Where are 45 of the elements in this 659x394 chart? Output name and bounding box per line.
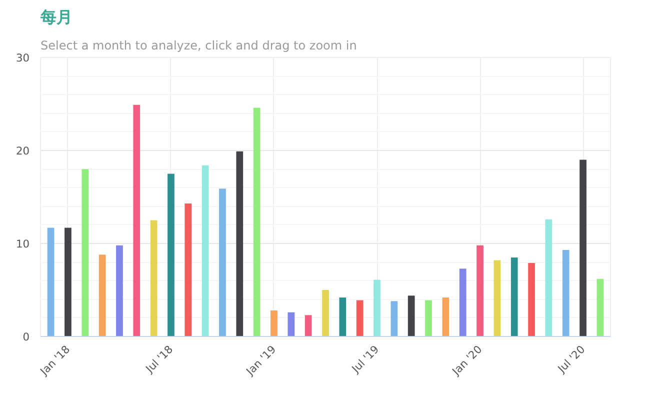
x-tick-label: Jan '18 — [36, 342, 73, 378]
bar — [374, 280, 380, 336]
bar — [253, 108, 260, 336]
y-tick-label: 30 — [16, 52, 30, 64]
bar — [168, 174, 174, 336]
bar — [64, 228, 72, 336]
bar — [390, 301, 398, 336]
bar — [82, 169, 89, 336]
x-tick-label: Jul '19 — [348, 342, 382, 376]
bar — [219, 188, 226, 336]
bar — [270, 310, 278, 336]
bar — [510, 257, 518, 336]
bar — [459, 268, 466, 336]
bar — [580, 160, 586, 336]
y-tick-label: 0 — [22, 330, 30, 344]
bar — [116, 245, 123, 336]
bar — [98, 254, 106, 336]
bar — [47, 228, 54, 336]
bar — [236, 151, 244, 336]
bar — [476, 245, 484, 336]
bar — [545, 219, 552, 336]
chart-subtitle: Select a month to analyze, click and drag to zoom in — [40, 38, 357, 52]
bar — [322, 290, 329, 336]
bar — [596, 278, 604, 336]
y-tick-label: 20 — [16, 144, 30, 158]
bar — [339, 297, 346, 336]
bar — [562, 250, 570, 336]
bar — [202, 165, 209, 336]
bar — [133, 104, 140, 336]
y-tick-label: 10 — [16, 238, 30, 250]
x-tick-label: Jan '20 — [449, 342, 485, 378]
x-tick-label: Jan '19 — [243, 342, 279, 378]
bar — [304, 315, 312, 336]
x-tick-label: Jul '20 — [554, 342, 588, 376]
bar — [184, 204, 192, 336]
x-tick-label: Jul '18 — [142, 342, 176, 376]
bar — [150, 220, 158, 336]
chart-title: 每月 — [40, 8, 72, 26]
bar — [408, 296, 415, 336]
bar — [288, 312, 295, 336]
bar — [425, 300, 432, 336]
bar — [528, 263, 535, 336]
bar — [442, 297, 450, 336]
bar — [356, 300, 364, 336]
bar — [494, 260, 501, 336]
